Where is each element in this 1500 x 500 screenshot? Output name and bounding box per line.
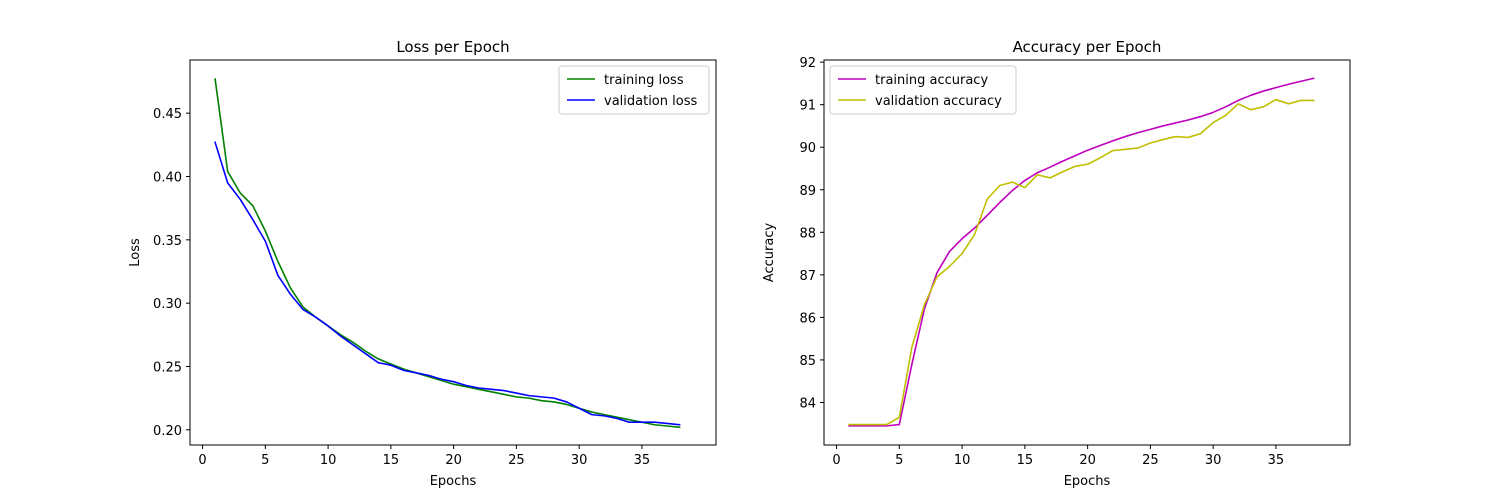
accuracy-y-axis-label: Accuracy: [762, 223, 777, 283]
accuracy-x-tick-label: 10: [954, 453, 971, 468]
accuracy-x-tick-label: 15: [1017, 453, 1034, 468]
loss-plot-frame: [189, 59, 717, 446]
loss-y-tick-label: 0.20: [153, 424, 182, 439]
loss-x-tick-label: 5: [261, 453, 269, 468]
loss-x-tick-label: 10: [320, 453, 337, 468]
accuracy-series-line-training-accuracy: [848, 77, 1315, 427]
accuracy-y-tick-label: 86: [799, 311, 816, 326]
loss-y-tick-label: 0.35: [153, 234, 182, 249]
loss-legend-label-validation-loss: validation loss: [604, 94, 697, 109]
loss-y-axis-label: Loss: [128, 238, 143, 267]
loss-y-tick-label: 0.40: [153, 171, 182, 186]
loss-chart-title: Loss per Epoch: [396, 38, 509, 56]
loss-series-line-training-loss: [214, 78, 681, 429]
loss-legend-box: [558, 65, 710, 115]
loss-x-axis-label: Epochs: [430, 474, 477, 489]
accuracy-y-tick-label: 84: [799, 396, 816, 411]
loss-x-tick-label: 15: [383, 453, 400, 468]
loss-y-tick-label: 0.25: [153, 360, 182, 375]
accuracy-x-tick-label: 35: [1268, 453, 1285, 468]
accuracy-x-tick-label: 0: [832, 453, 840, 468]
loss-series-line-validation-loss: [214, 141, 681, 426]
loss-x-tick-label: 0: [198, 453, 206, 468]
accuracy-chart: Accuracy per Epoch 0 5 10 15 20 25 30 35 84 85 86 87…: [762, 38, 1351, 489]
accuracy-x-tick-label: 20: [1079, 453, 1096, 468]
accuracy-x-tick-label: 5: [895, 453, 903, 468]
accuracy-y-tick-label: 87: [799, 269, 816, 284]
accuracy-plot-frame: [823, 59, 1351, 446]
loss-legend-label-training-loss: training loss: [604, 73, 684, 88]
loss-x-tick-label: 20: [445, 453, 462, 468]
accuracy-x-tick-label: 25: [1142, 453, 1159, 468]
accuracy-y-tick-label: 92: [799, 56, 816, 71]
accuracy-legend-box: [829, 65, 1017, 115]
accuracy-y-tick-label: 90: [799, 141, 816, 156]
accuracy-y-tick-label: 88: [799, 226, 816, 241]
accuracy-x-tick-label: 30: [1205, 453, 1222, 468]
accuracy-y-tick-label: 85: [799, 354, 816, 369]
accuracy-y-tick-label: 89: [799, 184, 816, 199]
accuracy-legend-label-validation-accuracy: validation accuracy: [875, 94, 1002, 109]
loss-y-tick-label: 0.45: [153, 107, 182, 122]
loss-x-tick-label: 25: [508, 453, 525, 468]
accuracy-series-line-validation-accuracy: [848, 98, 1315, 426]
accuracy-x-axis-label: Epochs: [1064, 474, 1111, 489]
accuracy-chart-title: Accuracy per Epoch: [1013, 38, 1162, 56]
accuracy-legend-label-training-accuracy: training accuracy: [875, 73, 988, 88]
loss-chart: Loss per Epoch 0 5 10 15 20 25 30 35 0.20 0.25 0.30…: [128, 38, 717, 489]
accuracy-y-tick-label: 91: [799, 99, 816, 114]
loss-y-tick-label: 0.30: [153, 297, 182, 312]
loss-x-tick-label: 35: [634, 453, 651, 468]
loss-x-tick-label: 30: [571, 453, 588, 468]
